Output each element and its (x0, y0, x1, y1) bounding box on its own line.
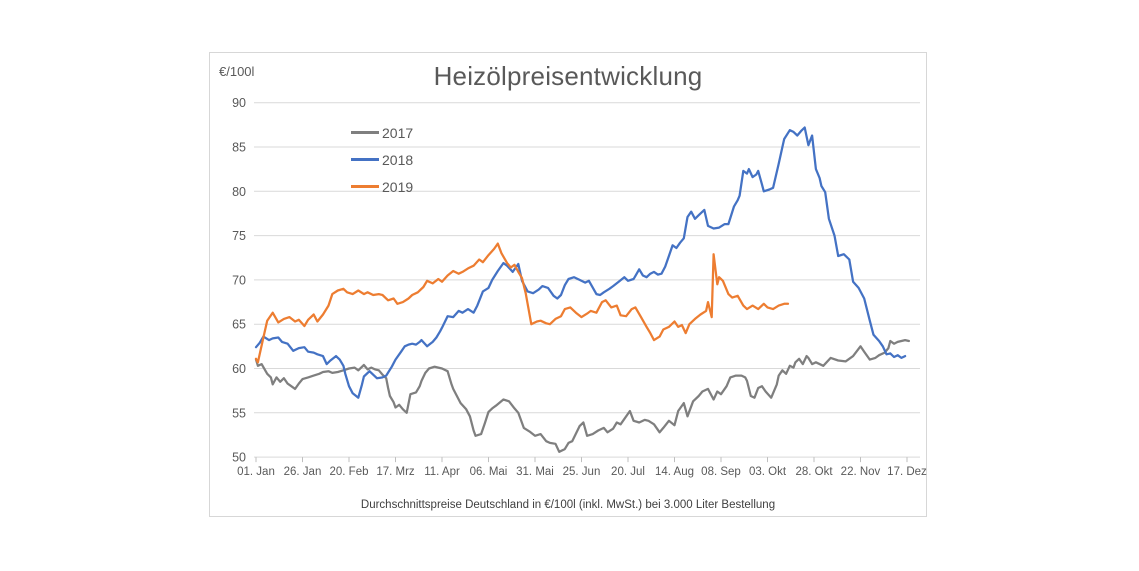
y-tick-label: 85 (232, 141, 246, 155)
legend-item-2018: 2018 (351, 146, 413, 173)
y-tick-label: 60 (232, 362, 246, 376)
series-line-2017 (254, 338, 911, 453)
legend-swatch-2018 (351, 158, 379, 161)
x-tick-label: 01. Jan (237, 466, 275, 478)
x-tick-label: 26. Jan (284, 466, 322, 478)
chart-frame: 90 85 80 75 70 65 60 55 50 01. Jan 26. Jan 20. Feb 1… (209, 52, 927, 517)
x-tick-label: 22. Nov (841, 466, 881, 478)
y-tick-label: 50 (232, 451, 246, 465)
y-tick-label: 70 (232, 273, 246, 287)
y-tick-label: 55 (232, 406, 246, 420)
x-tick-label: 08. Sep (701, 466, 741, 478)
y-axis-unit-label: €/100l (219, 64, 255, 79)
y-tick-label: 90 (232, 96, 246, 110)
chart-title: Heizölpreisentwicklung (433, 61, 703, 91)
legend-swatch-2019 (351, 185, 379, 188)
series-line-2018 (254, 126, 907, 399)
legend-label-2017: 2017 (382, 124, 414, 141)
x-tick-label: 14. Aug (655, 466, 694, 478)
legend: 2017 2018 2019 (351, 119, 413, 200)
x-tick-label: 20. Feb (330, 466, 369, 478)
legend-item-2017: 2017 (351, 119, 413, 146)
x-tick-label: 28. Okt (795, 466, 833, 478)
chart-caption: Durchschnittspreise Deutschland in €/100… (360, 499, 776, 511)
x-tick-label: 17. Mrz (376, 466, 415, 478)
y-tick-label: 75 (232, 229, 246, 243)
legend-item-2019: 2019 (351, 173, 413, 200)
x-tick-label: 03. Okt (749, 466, 787, 478)
x-tick-label: 31. Mai (516, 466, 554, 478)
series-line-2019 (254, 242, 790, 364)
x-tick-label: 20. Jul (611, 466, 645, 478)
x-tick-label: 17. Dez (887, 466, 927, 478)
y-tick-label: 65 (232, 318, 246, 332)
legend-label-2018: 2018 (382, 151, 414, 168)
x-tick-label: 11. Apr (424, 466, 460, 478)
x-tick-label: 25. Jun (563, 466, 601, 478)
legend-swatch-2017 (351, 131, 379, 134)
x-tick-label: 06. Mai (470, 466, 508, 478)
y-tick-label: 80 (232, 185, 246, 199)
legend-label-2019: 2019 (382, 178, 414, 195)
